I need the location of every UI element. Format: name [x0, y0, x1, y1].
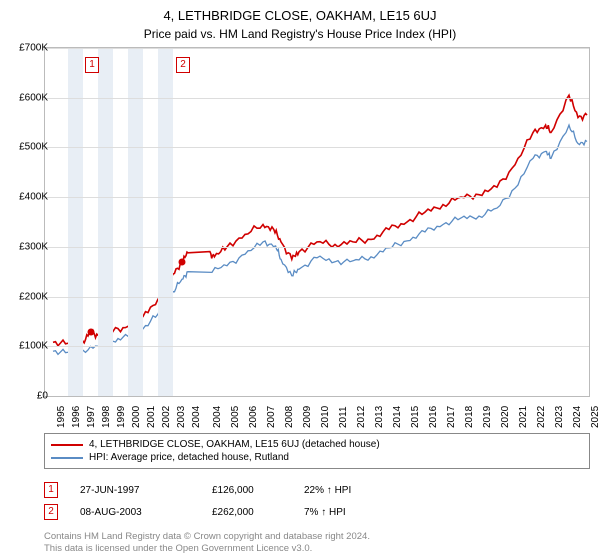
sale-price: £126,000 [212, 485, 282, 496]
x-axis-label: 2015 [410, 406, 421, 428]
sale-price: £262,000 [212, 507, 282, 518]
legend-swatch [51, 457, 83, 459]
legend-label: HPI: Average price, detached house, Rutl… [89, 452, 289, 463]
chart-subtitle: Price paid vs. HM Land Registry's House … [0, 23, 600, 47]
x-axis-label: 1998 [101, 406, 112, 428]
y-axis-label: £0 [6, 391, 48, 402]
sale-row: 2 08-AUG-2003 £262,000 7% ↑ HPI [44, 501, 600, 523]
x-axis-label: 2022 [536, 406, 547, 428]
x-axis-label: 2020 [500, 406, 511, 428]
x-axis-label: 2021 [518, 406, 529, 428]
sale-row: 1 27-JUN-1997 £126,000 22% ↑ HPI [44, 479, 600, 501]
x-axis-label: 2002 [161, 406, 172, 428]
x-axis-label: 2005 [230, 406, 241, 428]
x-axis-label: 2008 [284, 406, 295, 428]
x-axis-label: 2010 [320, 406, 331, 428]
sale-marker-ref: 2 [44, 504, 58, 520]
x-axis-label: 1999 [116, 406, 127, 428]
y-axis-label: £100K [6, 341, 48, 352]
x-axis-label: 1996 [71, 406, 82, 428]
x-axis-label: 2016 [428, 406, 439, 428]
x-axis-label: 2018 [464, 406, 475, 428]
legend-label: 4, LETHBRIDGE CLOSE, OAKHAM, LE15 6UJ (d… [89, 439, 380, 450]
chart-footer: Contains HM Land Registry data © Crown c… [44, 531, 590, 556]
footer-line-1: Contains HM Land Registry data © Crown c… [44, 531, 590, 543]
y-axis-label: £400K [6, 192, 48, 203]
chart-lines [45, 48, 589, 396]
chart-title: 4, LETHBRIDGE CLOSE, OAKHAM, LE15 6UJ [0, 0, 600, 23]
footer-line-2: This data is licensed under the Open Gov… [44, 543, 590, 555]
x-axis-label: 2019 [482, 406, 493, 428]
x-axis-label: 2025 [590, 406, 600, 428]
x-axis-label: 2011 [338, 406, 349, 428]
sale-marker-box: 1 [85, 57, 99, 73]
legend-swatch [51, 444, 83, 446]
y-axis-label: £200K [6, 291, 48, 302]
y-axis-label: £500K [6, 142, 48, 153]
x-axis-label: 2009 [302, 406, 313, 428]
sale-date: 27-JUN-1997 [80, 485, 190, 496]
x-axis-label: 2023 [554, 406, 565, 428]
y-axis-label: £700K [6, 43, 48, 54]
sale-marker-ref: 1 [44, 482, 58, 498]
y-axis-label: £300K [6, 241, 48, 252]
sale-hpi-diff: 22% ↑ HPI [304, 485, 394, 496]
sale-marker-box: 2 [176, 57, 190, 73]
sales-table: 1 27-JUN-1997 £126,000 22% ↑ HPI 2 08-AUG-200… [44, 479, 600, 523]
chart-plot-area: 12 [44, 47, 590, 397]
x-axis-label: 2001 [146, 406, 157, 428]
x-axis-label: 2000 [131, 406, 142, 428]
x-axis-label: 2017 [446, 406, 457, 428]
x-axis-label: 2012 [356, 406, 367, 428]
y-axis-label: £600K [6, 92, 48, 103]
x-axis-label: 2004 [191, 406, 202, 428]
x-axis-label: 1995 [56, 406, 67, 428]
legend-item: HPI: Average price, detached house, Rutl… [51, 451, 583, 464]
x-axis-label: 2013 [374, 406, 385, 428]
x-axis-label: 2014 [392, 406, 403, 428]
x-axis-label: 2007 [266, 406, 277, 428]
sale-marker-dot [179, 258, 186, 265]
legend: 4, LETHBRIDGE CLOSE, OAKHAM, LE15 6UJ (d… [44, 433, 590, 469]
sale-marker-dot [87, 329, 94, 336]
x-axis-label: 2003 [176, 406, 187, 428]
legend-item: 4, LETHBRIDGE CLOSE, OAKHAM, LE15 6UJ (d… [51, 438, 583, 451]
x-axis-label: 2006 [248, 406, 259, 428]
x-axis-label: 1997 [86, 406, 97, 428]
sale-date: 08-AUG-2003 [80, 507, 190, 518]
x-axis-label: 2004 [212, 406, 223, 428]
x-axis-label: 2024 [572, 406, 583, 428]
sale-hpi-diff: 7% ↑ HPI [304, 507, 394, 518]
